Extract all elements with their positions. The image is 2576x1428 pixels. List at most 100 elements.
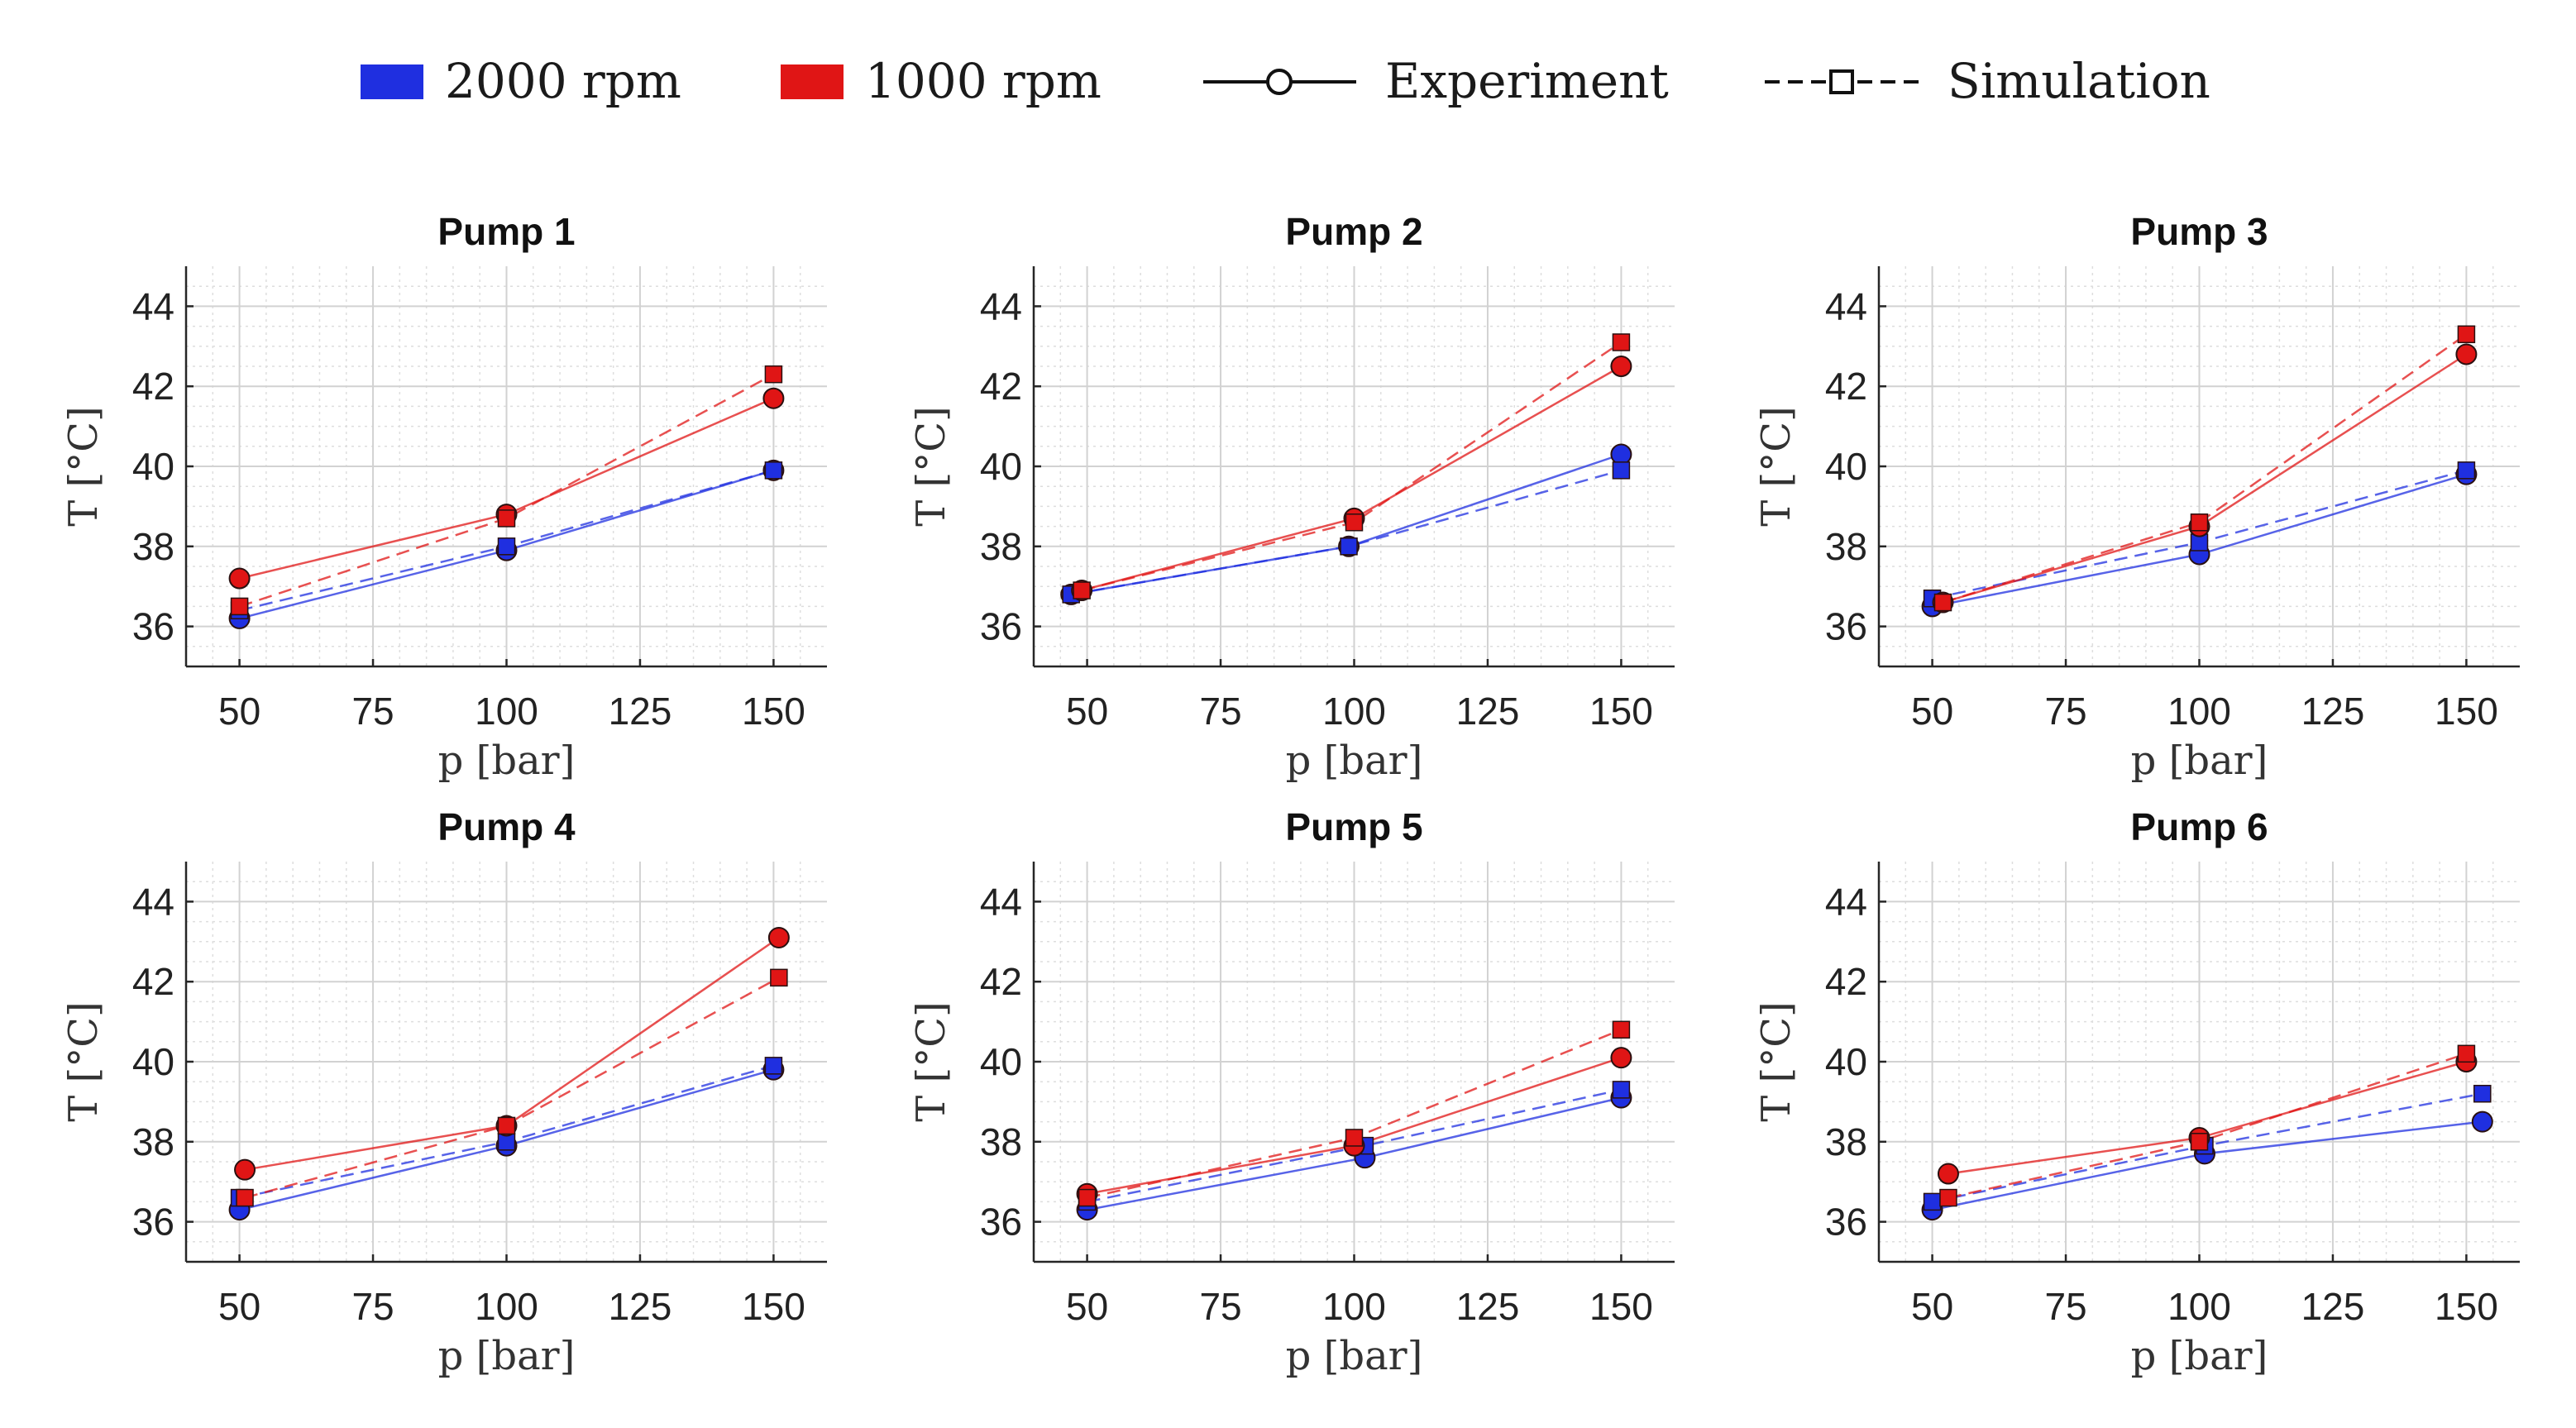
data-point [2473,1084,2492,1103]
data-point [767,926,790,948]
data-point [228,567,251,590]
x-tick-label: 125 [2301,1285,2365,1328]
data-point [2190,513,2209,532]
chart-title: Pump 3 [2130,210,2268,253]
y-tick-label: 38 [132,525,174,568]
data-point [764,365,783,384]
y-tick-label: 42 [132,365,174,408]
x-tick-label: 100 [475,690,538,733]
y-axis-label: T [°C] [60,1001,107,1121]
y-tick-label: 36 [980,1201,1022,1244]
data-point [1345,1129,1364,1147]
data-point [2455,343,2478,365]
data-point [1073,581,1091,599]
x-tick-label: 150 [1589,690,1653,733]
data-point [1345,513,1364,532]
legend-simulation-marker [1829,69,1854,94]
x-tick-label: 50 [218,1285,260,1328]
x-tick-label: 125 [609,1285,672,1328]
x-tick-label: 75 [1199,690,1241,733]
x-tick-label: 75 [2044,1285,2086,1328]
y-tick-label: 40 [1825,1040,1867,1083]
y-tick-label: 40 [1825,445,1867,488]
x-tick-label: 100 [475,1285,538,1328]
data-point [2457,461,2476,480]
y-tick-label: 44 [1825,880,1867,923]
data-point [2190,1133,2209,1151]
y-tick-label: 42 [1825,960,1867,1003]
chart-title: Pump 1 [437,210,575,253]
x-tick-label: 150 [1589,1285,1653,1328]
y-tick-label: 38 [1825,1120,1867,1163]
chart-panel-3: 50 75 100 125 150 36 38 40 42 44 Pump 3 p [bar] T [°… [1753,210,2520,784]
chart-panel-2: 50 75 100 125 150 36 38 40 42 44 Pump 2 p [bar] T [°… [908,210,1675,784]
x-tick-label: 100 [2167,1285,2231,1328]
x-tick-label: 100 [2167,690,2231,733]
y-axis-label: T [°C] [908,1001,954,1121]
legend: 2000 rpm 1000 rpm Experiment Simulation [361,53,2210,109]
legend-swatch-2000rpm [361,64,423,99]
data-point [1923,1192,1942,1211]
x-axis-label: p [bar] [2131,738,2268,784]
x-axis-label: p [bar] [1286,738,1423,784]
series-line [1943,333,2468,604]
data-point [1612,333,1631,351]
x-axis-label: p [bar] [438,1333,576,1379]
y-tick-label: 36 [132,1201,174,1244]
legend-label-experiment: Experiment [1385,53,1669,109]
legend-label-simulation: Simulation [1948,53,2210,109]
x-axis-label: p [bar] [2131,1333,2268,1379]
data-point [2457,1044,2476,1063]
chart-panel-5: 50 75 100 125 150 36 38 40 42 44 Pump 5 p [bar] T [°… [908,805,1675,1379]
data-point [2471,1110,2493,1133]
x-tick-label: 75 [351,1285,394,1328]
x-tick-label: 125 [609,690,672,733]
y-tick-label: 38 [980,1120,1022,1163]
data-point [1937,1163,1959,1185]
x-tick-label: 75 [351,690,394,733]
x-tick-label: 50 [1911,690,1953,733]
y-tick-label: 38 [1825,525,1867,568]
x-axis-label: p [bar] [1286,1333,1423,1379]
chart-title: Pump 5 [1285,805,1422,848]
y-tick-label: 42 [980,365,1022,408]
x-tick-label: 100 [1322,690,1386,733]
data-point [497,537,516,556]
y-tick-label: 40 [132,1040,174,1083]
chart-title: Pump 6 [2130,805,2268,848]
x-tick-label: 50 [218,690,260,733]
y-tick-label: 42 [980,960,1022,1003]
chart-title: Pump 4 [437,805,576,848]
y-tick-label: 40 [132,445,174,488]
legend-label-2000rpm: 2000 rpm [445,53,681,109]
data-point [1939,1188,1957,1207]
data-point [2457,325,2476,344]
data-point [497,509,516,528]
y-axis-label: T [°C] [1753,406,1799,526]
legend-swatch-1000rpm [781,64,844,99]
x-tick-label: 50 [1911,1285,1953,1328]
y-axis-label: T [°C] [908,406,954,526]
series-line [1087,1088,1622,1203]
y-tick-label: 38 [132,1120,174,1163]
legend-experiment-marker [1266,69,1293,95]
x-axis-label: p [bar] [438,738,576,784]
y-tick-label: 44 [132,284,174,327]
chart-panel-1: 50 75 100 125 150 36 38 40 42 44 Pump 1 p [bar] T [°… [60,210,827,784]
y-tick-label: 36 [980,605,1022,648]
data-point [1340,537,1358,556]
data-point [1610,443,1632,466]
data-point [764,461,783,480]
chart-panel-6: 50 75 100 125 150 36 38 40 42 44 Pump 6 p [bar] T [°… [1753,805,2520,1379]
y-tick-label: 40 [980,445,1022,488]
y-tick-label: 44 [980,880,1022,923]
x-tick-label: 125 [1456,1285,1520,1328]
data-point [762,387,785,409]
data-point [497,1116,516,1135]
x-tick-label: 150 [2435,690,2498,733]
y-tick-label: 36 [1825,605,1867,648]
x-tick-label: 150 [742,690,805,733]
chart-panel-4: 50 75 100 125 150 36 38 40 42 44 Pump 4 p [bar] T [°… [60,805,827,1379]
chart-title: Pump 2 [1285,210,1422,253]
y-tick-label: 36 [1825,1201,1867,1244]
